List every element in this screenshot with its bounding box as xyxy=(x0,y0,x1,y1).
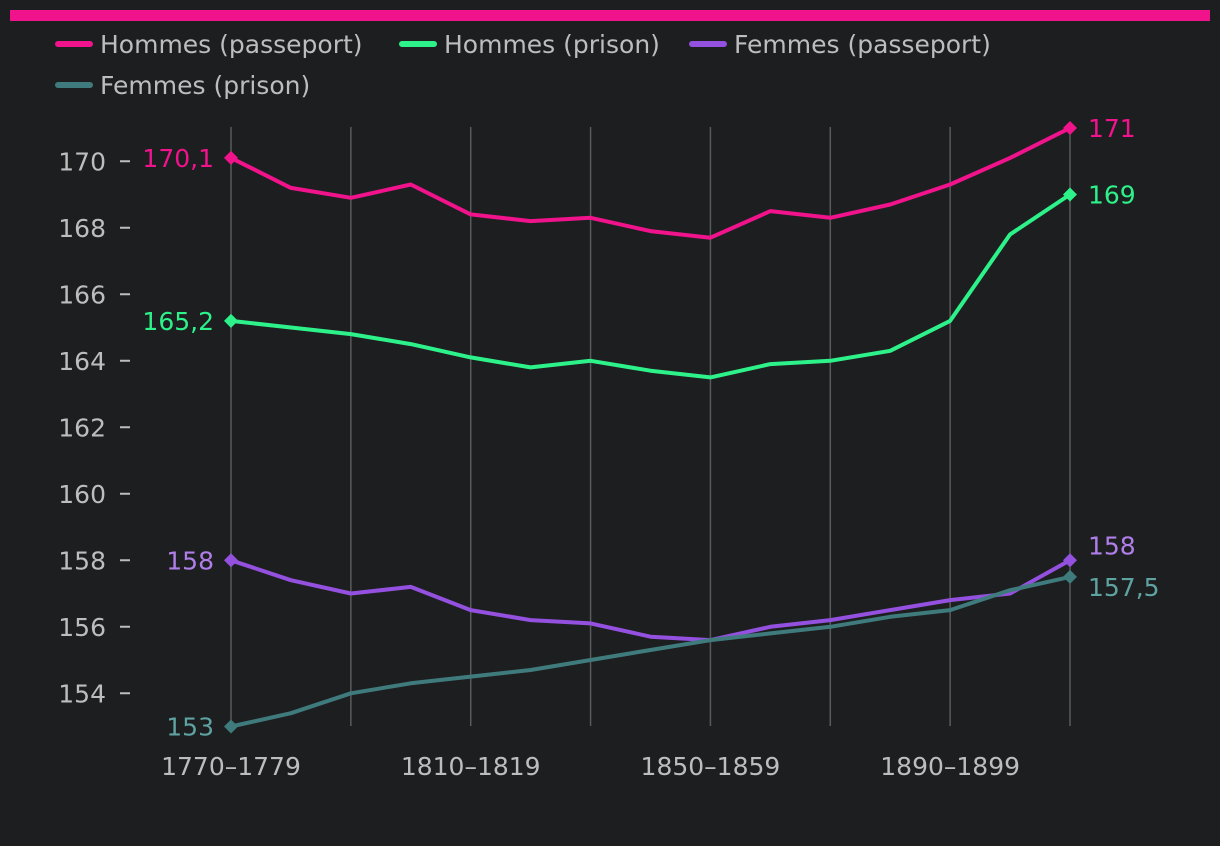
point-marker-femmes-prison xyxy=(224,719,238,734)
series-layer xyxy=(224,121,1077,734)
legend-label-femmes-passeport: Femmes (passeport) xyxy=(734,30,991,59)
x-tick-label: 1850–1859 xyxy=(641,752,781,781)
legend-label-hommes-passeport: Hommes (passeport) xyxy=(100,30,363,59)
point-marker-femmes-passeport xyxy=(224,553,238,568)
end-label-femmes-prison: 157,5 xyxy=(1088,573,1160,602)
series-line-hommes-prison xyxy=(229,192,1072,380)
start-label-femmes-prison: 153 xyxy=(166,713,214,742)
end-label-hommes-passeport: 171 xyxy=(1088,114,1136,143)
series-line-femmes-prison xyxy=(229,574,1072,729)
point-marker-hommes-passeport xyxy=(1063,121,1077,135)
y-tick-label: 154 xyxy=(58,679,106,708)
end-labels: 170,1 171 165,2 169 158 158 153 157,5 xyxy=(142,114,1159,742)
top-accent-bar xyxy=(10,10,1210,21)
series-line-femmes-passeport xyxy=(229,558,1072,643)
start-label-femmes-passeport: 158 xyxy=(166,546,214,575)
point-marker-hommes-passeport xyxy=(224,150,238,165)
y-tick-label: 158 xyxy=(58,546,106,575)
start-label-hommes-prison: 165,2 xyxy=(142,307,214,336)
point-marker-femmes-passeport xyxy=(1063,553,1077,568)
start-label-hommes-passeport: 170,1 xyxy=(142,144,214,173)
y-tick-label: 160 xyxy=(58,480,106,509)
point-marker-hommes-prison xyxy=(224,313,238,328)
y-tick-label: 168 xyxy=(58,214,106,243)
legend-label-hommes-prison: Hommes (prison) xyxy=(444,30,660,59)
end-label-hommes-prison: 169 xyxy=(1088,181,1136,210)
series-line-hommes-passeport xyxy=(229,126,1072,240)
y-tick-label: 164 xyxy=(58,347,106,376)
legend-label-femmes-prison: Femmes (prison) xyxy=(100,71,310,100)
x-axis: 1770–1779 1810–1819 1850–1859 1890–1899 xyxy=(161,752,1020,781)
y-tick-label: 156 xyxy=(58,613,106,642)
x-tick-label: 1810–1819 xyxy=(401,752,541,781)
legend: Hommes (passeport) Hommes (prison) Femmes … xyxy=(55,30,991,100)
x-tick-label: 1770–1779 xyxy=(161,752,301,781)
y-tick-label: 166 xyxy=(58,280,106,309)
y-tick-label: 170 xyxy=(58,147,106,176)
y-axis: 154 156 158 160 162 164 166 168 170 xyxy=(58,147,130,708)
y-tick-label: 162 xyxy=(58,413,106,442)
point-marker-hommes-prison xyxy=(1063,187,1077,202)
x-tick-label: 1890–1899 xyxy=(880,752,1020,781)
point-marker-femmes-prison xyxy=(1063,569,1077,584)
end-label-femmes-passeport: 158 xyxy=(1088,531,1136,560)
